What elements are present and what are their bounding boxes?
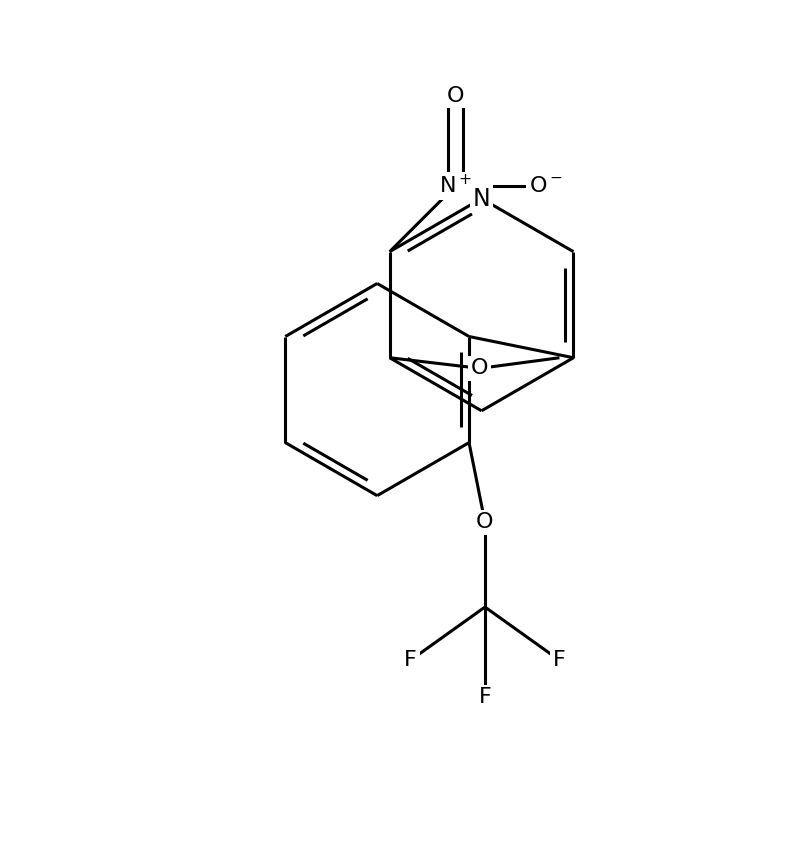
Text: F: F: [478, 687, 491, 708]
Text: F: F: [404, 650, 417, 670]
Text: O: O: [475, 512, 493, 532]
Text: N: N: [472, 187, 490, 211]
Text: F: F: [552, 650, 565, 670]
Text: N$^+$: N$^+$: [438, 175, 471, 198]
Text: O: O: [471, 359, 488, 378]
Text: O: O: [446, 86, 463, 105]
Text: O$^-$: O$^-$: [528, 176, 562, 196]
